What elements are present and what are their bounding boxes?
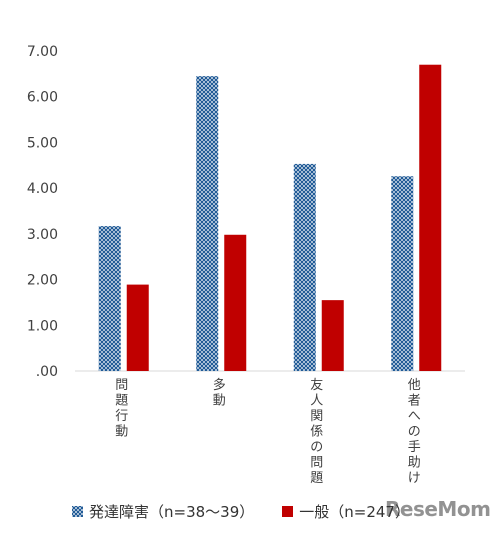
y-tick-label: 3.00 xyxy=(27,227,58,243)
legend-item-series1: 発達障害（n=38～39） xyxy=(72,501,254,522)
x-tick-label: 問題行動 xyxy=(115,378,128,440)
x-tick-label: 他者への手助け xyxy=(408,378,421,486)
y-axis-ticks: .00 1.00 2.00 3.00 4.00 5.00 6.00 7.00 xyxy=(27,44,58,380)
bar-series1 xyxy=(196,76,219,372)
y-tick-label: 5.00 xyxy=(27,135,58,151)
legend-swatch-solid xyxy=(282,505,294,517)
x-tick-label: 友人関係の問題 xyxy=(310,377,323,486)
bars-group xyxy=(98,64,442,372)
bar-series1 xyxy=(391,176,414,371)
legend-label-series2: 一般（n=247） xyxy=(299,502,410,521)
bar-series1 xyxy=(293,163,316,371)
y-tick-label: 1.00 xyxy=(27,318,58,334)
legend-label-series1: 発達障害（n=38～39） xyxy=(89,502,255,521)
bar-series2 xyxy=(321,300,344,371)
bar-chart: .00 1.00 2.00 3.00 4.00 5.00 6.00 7.00 問題行動 多動 友人… xyxy=(27,44,465,486)
y-tick-label: 6.00 xyxy=(27,90,58,106)
legend-swatch-crosshatch xyxy=(72,505,83,517)
bar-series2 xyxy=(126,284,149,371)
y-tick-label: 2.00 xyxy=(27,273,58,289)
watermark-logo: ReseMom xyxy=(385,497,491,521)
legend-item-series2: 一般（n=247） xyxy=(282,501,410,522)
bar-series1 xyxy=(98,226,121,371)
x-axis-labels: 問題行動 多動 友人関係の問題 他者への手助け xyxy=(115,377,421,486)
legend: 発達障害（n=38～39） 一般（n=247） xyxy=(72,500,410,522)
bar-series2 xyxy=(224,234,247,371)
bar-series2 xyxy=(419,64,442,371)
y-tick-label: 7.00 xyxy=(27,44,58,60)
x-tick-label: 多動 xyxy=(213,377,226,409)
y-tick-label: 4.00 xyxy=(27,181,58,197)
y-tick-label: .00 xyxy=(36,364,58,380)
